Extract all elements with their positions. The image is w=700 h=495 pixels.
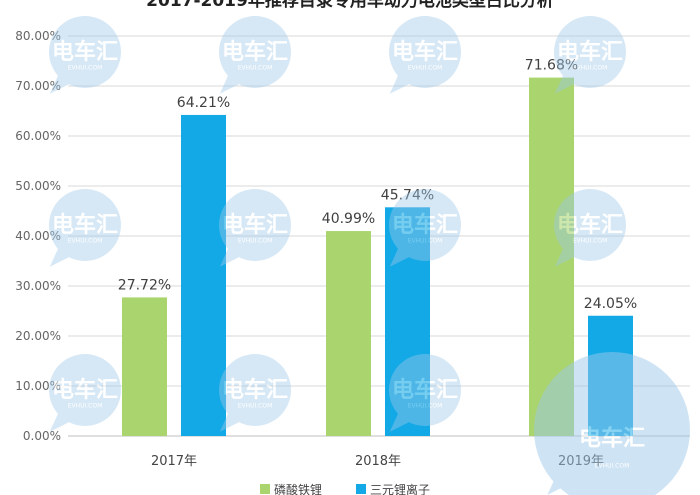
watermark-subtext: EVHUI.COM: [573, 237, 608, 244]
watermark-subtext: EVHUI.COM: [573, 64, 608, 71]
bar: [122, 297, 167, 436]
watermark-tail: [219, 244, 244, 267]
watermark-text: 电车汇: [52, 39, 118, 65]
watermark-text: 电车汇: [222, 377, 288, 403]
watermark-tail: [49, 244, 74, 267]
y-axis-ticks: 0.00% 10.00% 20.00% 30.00% 40.00% 50.00% 60.00…: [15, 29, 61, 443]
watermark-text: 电车汇: [557, 212, 623, 238]
watermark-subtext: EVHUI.COM: [238, 237, 273, 244]
bar: [181, 114, 226, 436]
data-label: 40.99%: [322, 211, 375, 227]
y-tick-label: 40.00%: [15, 229, 61, 243]
watermarks: 电车汇EVHUI.COM电车汇EVHUI.COM电车汇EVHUI.COM电车汇E…: [49, 16, 690, 495]
data-label: 71.68%: [525, 58, 578, 74]
watermark-circle: [49, 354, 121, 426]
data-label: 64.21%: [177, 95, 230, 111]
watermark-circle: [219, 16, 291, 88]
watermark-tail: [219, 409, 244, 432]
watermark-tail: [389, 244, 414, 267]
data-labels: 27.72% 64.21% 40.99% 45.74% 71.68% 24.05%: [118, 58, 637, 312]
watermark-circle: [534, 352, 690, 495]
gridlines: [68, 35, 690, 437]
watermark-text: 电车汇: [392, 377, 458, 403]
watermark-logo: 电车汇 EVHUI.COM: [534, 352, 690, 495]
watermark-tail: [554, 244, 579, 267]
watermark-circle: [389, 354, 461, 426]
y-tick-label: 70.00%: [15, 79, 61, 93]
watermark-subtext: EVHUI.COM: [408, 402, 443, 409]
watermark-tail: [49, 71, 74, 94]
watermark-subtext: EVHUI.COM: [408, 64, 443, 71]
watermark-text: 电车汇: [222, 39, 288, 65]
bar: [326, 231, 371, 436]
watermark-circle: [219, 189, 291, 261]
watermark-subtext: EVHUI.COM: [408, 237, 443, 244]
y-tick-label: 0.00%: [23, 429, 61, 443]
watermark-circle: [554, 16, 626, 88]
watermark-circle: [389, 189, 461, 261]
data-label: 27.72%: [118, 277, 171, 293]
watermark-circle: [554, 189, 626, 261]
watermark-tail: [547, 472, 572, 495]
bar: [385, 207, 430, 436]
watermark-subtext: EVHUI.COM: [68, 237, 103, 244]
y-tick-label: 60.00%: [15, 129, 61, 143]
legend-swatch: [260, 484, 270, 494]
watermark-subtext: EVHUI.COM: [238, 64, 273, 71]
watermark-text: 电车汇: [579, 426, 645, 452]
watermark-subtext: EVHUI.COM: [595, 462, 630, 469]
watermark-text: 电车汇: [222, 212, 288, 238]
watermark-text: 电车汇: [557, 39, 623, 65]
y-tick-label: 30.00%: [15, 279, 61, 293]
watermark-text: 电车汇: [52, 377, 118, 403]
watermark-tail: [389, 409, 414, 432]
watermark-subtext: EVHUI.COM: [68, 402, 103, 409]
watermark-subtext: EVHUI.COM: [68, 64, 103, 71]
y-tick-label: 20.00%: [15, 329, 61, 343]
chart-title: 2017-2019年推荐目录专用车动力电池类型占比分析: [146, 0, 554, 11]
watermark-text: 电车汇: [392, 212, 458, 238]
watermark-tail: [554, 71, 579, 94]
watermark-tail: [219, 71, 244, 94]
legend-label: 三元锂离子: [370, 482, 430, 495]
watermark-tail: [49, 409, 74, 432]
watermark-text: 电车汇: [52, 212, 118, 238]
x-tick-label: 2018年: [355, 454, 401, 469]
watermark-circle: [389, 16, 461, 88]
watermark-tail: [389, 71, 414, 94]
x-axis-labels: 2017年2018年2019年: [151, 454, 604, 469]
watermark-circle: [219, 354, 291, 426]
y-tick-label: 10.00%: [15, 379, 61, 393]
watermark-circle: [49, 16, 121, 88]
watermark-subtext: EVHUI.COM: [238, 402, 273, 409]
y-tick-label: 80.00%: [15, 29, 61, 43]
x-tick-label: 2017年: [151, 454, 197, 469]
legend-swatch: [356, 484, 366, 494]
legend-label: 磷酸铁锂: [274, 482, 322, 495]
watermark-circle: [49, 189, 121, 261]
data-label: 24.05%: [584, 296, 637, 312]
data-label: 45.74%: [381, 187, 434, 203]
legend: 磷酸铁锂 三元锂离子: [260, 482, 430, 495]
watermark-text: 电车汇: [392, 39, 458, 65]
y-tick-label: 50.00%: [15, 179, 61, 193]
